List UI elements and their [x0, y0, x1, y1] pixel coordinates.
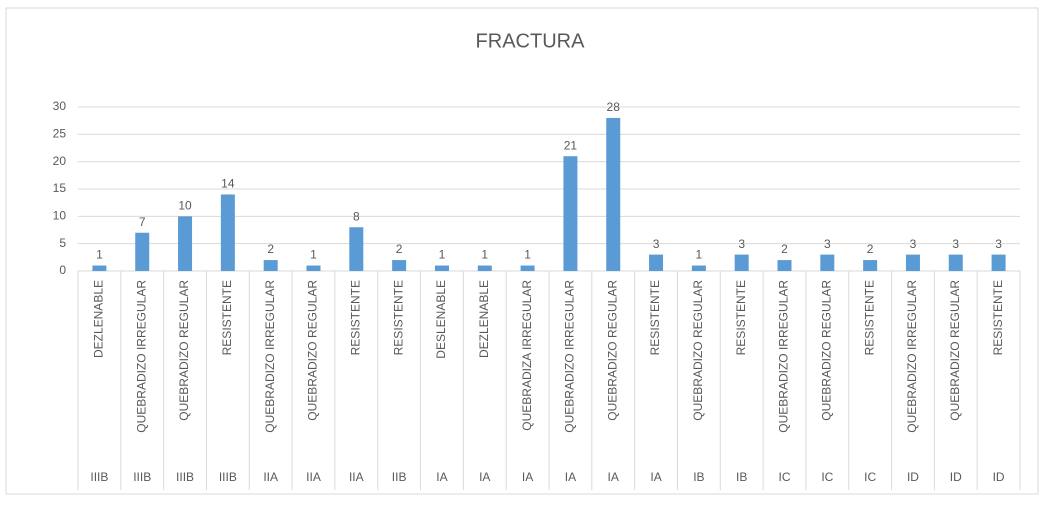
y-tick-label: 20: [53, 154, 67, 168]
group-label: IA: [608, 470, 619, 484]
value-label: 1: [96, 248, 103, 262]
bar: [734, 254, 749, 271]
x-tick-label: QUEBRADIZO REGULAR: [691, 280, 705, 421]
value-label: 3: [738, 237, 745, 251]
group-label: ID: [993, 470, 1005, 484]
x-tick-label: QUEBRADIZO REGULAR: [306, 280, 320, 421]
value-label: 2: [781, 242, 788, 256]
group-label: IA: [522, 470, 533, 484]
group-label: IC: [864, 470, 876, 484]
bar: [520, 265, 535, 271]
x-tick-label: QUEBRADIZO IRREGULAR: [777, 280, 791, 433]
value-label: 3: [910, 237, 917, 251]
bar: [135, 232, 150, 271]
group-label: IIIB: [219, 470, 237, 484]
bar: [477, 265, 492, 271]
y-tick-label: 25: [53, 127, 67, 141]
x-tick-label: DEZLENABLE: [477, 280, 491, 358]
bar: [905, 254, 920, 271]
group-label: IC: [779, 470, 791, 484]
value-label: 3: [653, 237, 660, 251]
value-label: 1: [481, 248, 488, 262]
x-tick-label: QUEBRADIZA IRREGULAR: [520, 280, 534, 431]
x-tick-label: DESLENABLE: [434, 280, 448, 359]
group-label: IIA: [349, 470, 364, 484]
x-tick-label: QUEBRADIZO IRREGULAR: [905, 280, 919, 433]
x-tick-label: RESISTENTE: [991, 280, 1005, 355]
x-tick-label: QUEBRADIZO REGULAR: [819, 280, 833, 421]
value-label: 1: [696, 248, 703, 262]
y-tick-label: 10: [53, 209, 67, 223]
group-label: IA: [565, 470, 576, 484]
bar: [92, 265, 107, 271]
x-tick-label: RESISTENTE: [220, 280, 234, 355]
bar: [948, 254, 963, 271]
value-label: 2: [267, 242, 274, 256]
group-label: IC: [821, 470, 833, 484]
x-tick-label: RESISTENTE: [862, 280, 876, 355]
bar: [563, 156, 578, 271]
chart-title: FRACTURA: [476, 30, 586, 52]
value-label: 3: [952, 237, 959, 251]
group-label: IIIB: [133, 470, 151, 484]
value-label: 2: [867, 242, 874, 256]
value-label: 8: [353, 209, 360, 223]
y-tick-label: 0: [59, 263, 66, 277]
x-tick-label: QUEBRADIZO IRREGULAR: [134, 280, 148, 433]
y-tick-label: 30: [53, 99, 67, 113]
group-label: IIA: [306, 470, 321, 484]
value-label: 14: [221, 177, 235, 191]
bar: [220, 194, 235, 271]
x-tick-label: RESISTENTE: [348, 280, 362, 355]
value-label: 28: [607, 100, 621, 114]
value-label: 7: [139, 215, 146, 229]
group-label: ID: [950, 470, 962, 484]
group-label: IIA: [263, 470, 278, 484]
value-label: 10: [178, 199, 192, 213]
group-label: IIIB: [90, 470, 108, 484]
bar: [777, 260, 792, 271]
bar: [820, 254, 835, 271]
group-label: IIB: [392, 470, 407, 484]
group-label: IA: [479, 470, 490, 484]
value-label: 1: [439, 248, 446, 262]
group-label: IA: [436, 470, 447, 484]
bar: [649, 254, 664, 271]
x-tick-label: QUEBRADIZO REGULAR: [605, 280, 619, 421]
group-label: IB: [736, 470, 747, 484]
value-label: 1: [524, 248, 531, 262]
chart-frame: [5, 7, 1039, 495]
x-tick-label: QUEBRADIZO IRREGULAR: [263, 280, 277, 433]
value-label: 2: [396, 242, 403, 256]
bar: [691, 265, 706, 271]
x-tick-label: QUEBRADIZO REGULAR: [177, 280, 191, 421]
bar: [263, 260, 278, 271]
bar: [392, 260, 407, 271]
x-tick-label: RESISTENTE: [734, 280, 748, 355]
group-label: ID: [907, 470, 919, 484]
bar: [991, 254, 1006, 271]
y-tick-label: 15: [53, 181, 67, 195]
x-tick-label: DEZLENABLE: [92, 280, 106, 358]
group-label: IA: [650, 470, 661, 484]
y-tick-label: 5: [59, 236, 66, 250]
bar: [606, 117, 621, 271]
group-label: IIIB: [176, 470, 194, 484]
x-tick-label: RESISTENTE: [391, 280, 405, 355]
value-label: 3: [995, 237, 1002, 251]
value-label: 1: [310, 248, 317, 262]
value-label: 21: [564, 138, 578, 152]
bar: [434, 265, 449, 271]
x-tick-label: QUEBRADIZO REGULAR: [948, 280, 962, 421]
group-label: IB: [693, 470, 704, 484]
bar: [349, 227, 364, 271]
x-tick-label: RESISTENTE: [648, 280, 662, 355]
value-label: 3: [824, 237, 831, 251]
bar: [863, 260, 878, 271]
bar: [306, 265, 321, 271]
x-tick-label: QUEBRADIZO IRREGULAR: [563, 280, 577, 433]
bar: [178, 216, 193, 271]
